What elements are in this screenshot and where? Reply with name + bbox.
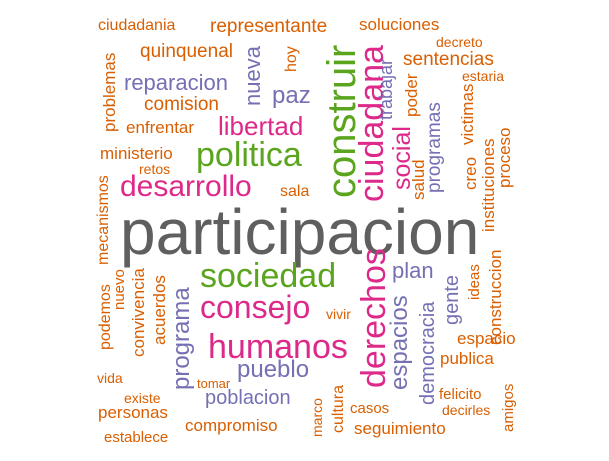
word-existe: existe <box>124 390 161 406</box>
word-poblacion: poblacion <box>205 387 291 409</box>
word-politica: politica <box>196 136 302 174</box>
word-reparacion: reparacion <box>124 70 228 95</box>
word-democracia: democracia <box>417 301 439 405</box>
word-mecanismos: mecanismos <box>95 175 112 265</box>
word-libertad: libertad <box>218 111 304 141</box>
word-casos: casos <box>350 400 390 417</box>
word-paz: paz <box>272 82 311 109</box>
word-cultura: cultura <box>330 384 347 433</box>
word-acuerdos: acuerdos <box>150 275 169 345</box>
word-convivencia: convivencia <box>129 268 148 357</box>
word-compromiso: compromiso <box>185 416 278 435</box>
word-seguimiento: seguimiento <box>354 419 446 438</box>
word-retos: retos <box>139 161 171 177</box>
word-desarrollo: desarrollo <box>120 170 252 203</box>
word-trabajar: trabajar <box>376 58 396 120</box>
word-nueva: nueva <box>240 46 265 106</box>
word-vida: vida <box>97 370 123 386</box>
word-ideas: ideas <box>466 264 483 300</box>
word-humanos: humanos <box>208 328 348 366</box>
word-problemas: problemas <box>100 52 119 132</box>
word-establece: establece <box>104 429 169 446</box>
word-publica: publica <box>440 349 494 368</box>
word-sociedad: sociedad <box>200 257 337 295</box>
word-representante: representante <box>210 16 328 37</box>
word-sentencias: sentencias <box>403 49 494 70</box>
word-consejo: consejo <box>200 289 311 325</box>
word-comision: comision <box>144 94 219 115</box>
word-pueblo: pueblo <box>237 356 310 383</box>
word-soluciones: soluciones <box>359 15 440 34</box>
word-plan: plan <box>392 258 434 283</box>
word-creo: creo <box>461 156 480 190</box>
word-participacion: participacion <box>120 196 480 268</box>
word-felicito: felicito <box>439 386 482 403</box>
word-programa: programa <box>168 287 195 390</box>
word-poder: poder <box>402 73 421 117</box>
word-tomar: tomar <box>197 376 231 391</box>
word-ciudadania: ciudadania <box>98 17 176 34</box>
word-gente: gente <box>441 274 463 325</box>
word-vivir: vivir <box>326 306 351 322</box>
word-amigos: amigos <box>500 383 517 432</box>
word-salud: salud <box>409 159 428 200</box>
word-nuevo: nuevo <box>111 269 128 310</box>
word-decirles: decirles <box>442 402 491 418</box>
word-espacio: espacio <box>457 329 516 348</box>
word-ministerio: ministerio <box>100 144 173 163</box>
word-proceso: proceso <box>495 127 514 188</box>
word-personas: personas <box>98 403 168 422</box>
word-victimas: victimas <box>458 83 477 145</box>
word-sala: sala <box>280 183 310 200</box>
word-quinquenal: quinquenal <box>140 41 233 62</box>
word-marco: marco <box>309 398 325 437</box>
word-hoy: hoy <box>283 46 300 72</box>
word-estaria: estaria <box>462 68 505 84</box>
word-espacios: espacios <box>386 295 413 390</box>
word-decreto: decreto <box>436 34 483 50</box>
word-enfrentar: enfrentar <box>126 118 195 137</box>
